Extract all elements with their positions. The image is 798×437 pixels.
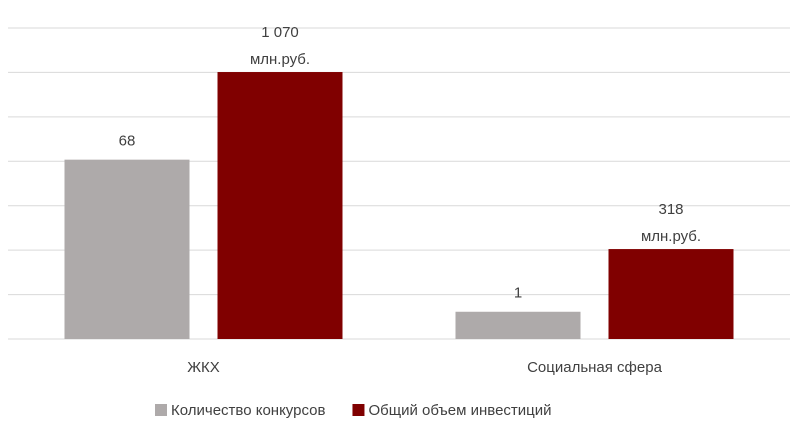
bar bbox=[455, 311, 581, 339]
x-tick-label: Социальная сфера bbox=[527, 359, 662, 376]
bar bbox=[217, 72, 343, 340]
legend-label: Общий объем инвестиций bbox=[368, 402, 551, 419]
bar bbox=[608, 249, 734, 339]
data-label: 318 млн.руб. bbox=[641, 201, 701, 245]
data-label: 1 bbox=[514, 285, 522, 302]
x-tick-label: ЖКХ bbox=[187, 359, 220, 376]
data-label-line: 318 bbox=[658, 201, 683, 218]
data-label-line: млн.руб. bbox=[250, 51, 310, 68]
data-label-line: 1 070 bbox=[261, 24, 299, 41]
data-label: 1 070 млн.руб. bbox=[250, 24, 310, 68]
legend-swatch bbox=[352, 404, 365, 416]
data-label-line: млн.руб. bbox=[641, 228, 701, 245]
legend-label: Количество конкурсов bbox=[171, 402, 325, 419]
bar bbox=[64, 159, 190, 339]
data-label: 68 bbox=[119, 133, 136, 150]
legend-swatch bbox=[155, 404, 167, 416]
